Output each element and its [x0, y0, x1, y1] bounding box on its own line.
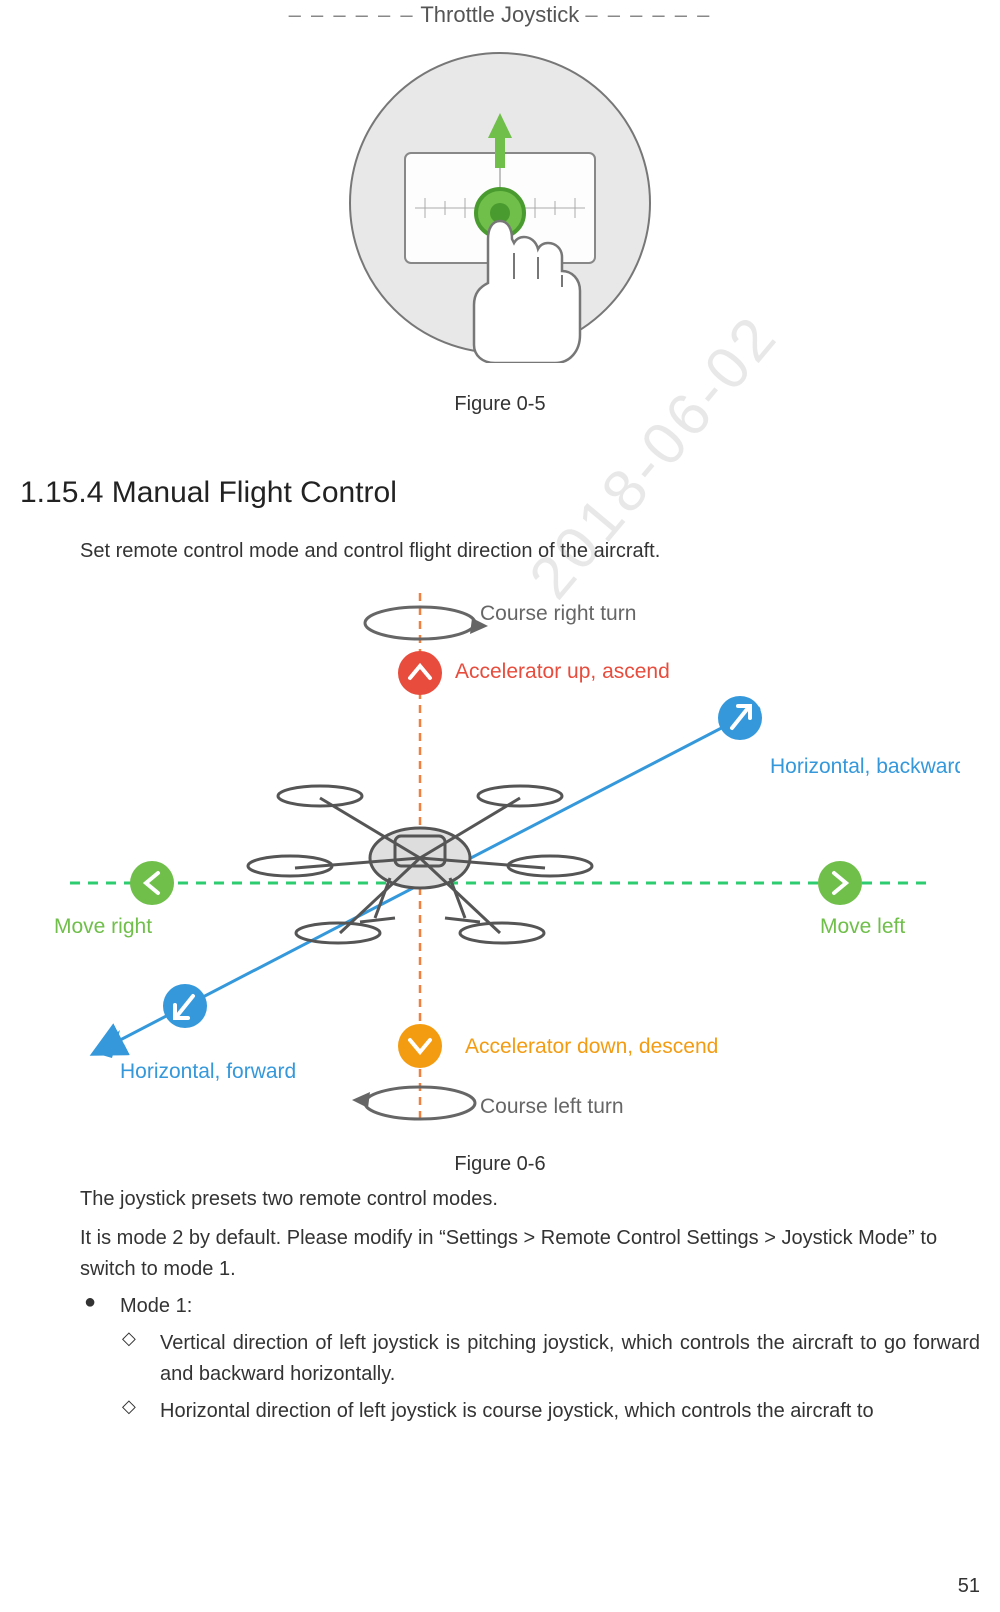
- dash-left: – – – – – –: [289, 2, 415, 27]
- diamond-icon: ◇: [120, 1396, 160, 1427]
- label-move-left: Move left: [820, 915, 905, 938]
- page-number: 51: [958, 1575, 980, 1598]
- bullet-mode1-label: Mode 1:: [120, 1291, 192, 1322]
- label-accel-down: Accelerator down, descend: [465, 1035, 718, 1058]
- sub-bullet-m1b-text: Horizontal direction of left joystick is…: [160, 1396, 874, 1427]
- page-content: – – – – – – Throttle Joystick – – – – – …: [0, 2, 1000, 1427]
- section-heading: 1.15.4 Manual Flight Control: [20, 476, 980, 510]
- section-intro: Set remote control mode and control flig…: [80, 540, 980, 563]
- label-course-right: Course right turn: [480, 602, 636, 625]
- throttle-joystick-header: – – – – – – Throttle Joystick – – – – – …: [20, 2, 980, 28]
- label-course-left: Course left turn: [480, 1095, 624, 1118]
- flight-control-diagram: Course right turn Accelerator up, ascend…: [40, 578, 960, 1148]
- label-horiz-back: Horizontal, backward: [770, 755, 960, 778]
- figure-0-5-caption: Figure 0-5: [20, 393, 980, 416]
- sub-bullet-m1a-text: Vertical direction of left joystick is p…: [160, 1328, 980, 1390]
- label-horiz-fwd: Horizontal, forward: [120, 1060, 296, 1083]
- sub-bullet-m1b: ◇ Horizontal direction of left joystick …: [120, 1396, 980, 1427]
- para-presets: The joystick presets two remote control …: [80, 1184, 980, 1215]
- diamond-icon: ◇: [120, 1328, 160, 1390]
- bullet-mode1: ● Mode 1:: [80, 1291, 980, 1322]
- label-accel-up: Accelerator up, ascend: [455, 660, 670, 683]
- para-default-mode: It is mode 2 by default. Please modify i…: [80, 1223, 980, 1285]
- bullet-dot-icon: ●: [80, 1291, 120, 1322]
- label-move-right: Move right: [54, 915, 152, 938]
- figure-0-6-caption: Figure 0-6: [20, 1153, 980, 1176]
- throttle-label: Throttle Joystick: [420, 2, 579, 27]
- dash-right: – – – – – –: [585, 2, 711, 27]
- throttle-joystick-figure: [340, 43, 660, 363]
- sub-bullet-m1a: ◇ Vertical direction of left joystick is…: [120, 1328, 980, 1390]
